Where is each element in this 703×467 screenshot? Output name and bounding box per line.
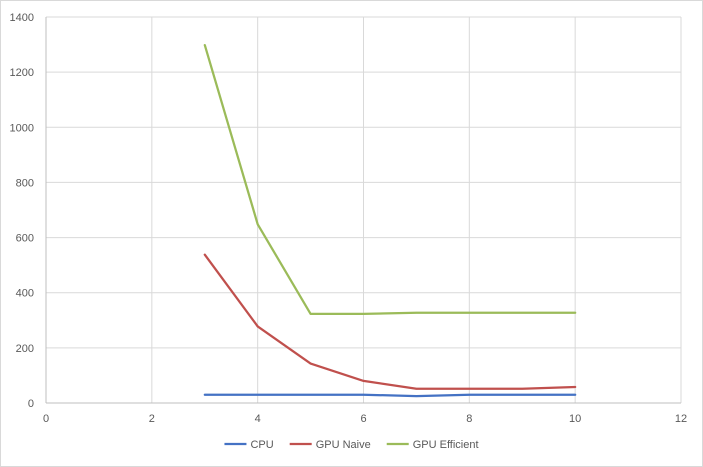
series-line-cpu xyxy=(203,393,577,398)
y-tick-label: 0 xyxy=(28,398,34,410)
y-tick-label: 200 xyxy=(16,343,34,355)
y-tick-label: 1000 xyxy=(10,122,34,134)
axes: 0 200 400 600 800 1000 1200 1400 0 2 4 6 8 10 12 xyxy=(10,12,688,425)
y-tick-label: 800 xyxy=(16,177,34,189)
series-line-gpu-naive xyxy=(203,253,577,390)
x-tick-label: 0 xyxy=(43,413,49,425)
gridlines xyxy=(46,16,682,403)
x-tick-label: 2 xyxy=(149,413,155,425)
x-tick-label: 4 xyxy=(255,413,261,425)
legend-label-gpu-efficient: GPU Efficient xyxy=(413,439,479,451)
x-tick-label: 10 xyxy=(569,413,581,425)
legend: CPU GPU Naive GPU Efficient xyxy=(224,439,479,451)
x-tick-label: 8 xyxy=(466,413,472,425)
y-tick-label: 400 xyxy=(16,288,34,300)
x-tick-label: 12 xyxy=(675,413,687,425)
series-lines xyxy=(203,43,577,398)
y-tick-label: 1400 xyxy=(10,12,34,24)
series-line-gpu-efficient xyxy=(203,43,577,316)
legend-label-cpu: CPU xyxy=(250,439,273,451)
legend-label-gpu-naive: GPU Naive xyxy=(316,439,371,451)
y-tick-label: 1200 xyxy=(10,67,34,79)
y-tick-label: 600 xyxy=(16,233,34,245)
x-tick-label: 6 xyxy=(360,413,366,425)
